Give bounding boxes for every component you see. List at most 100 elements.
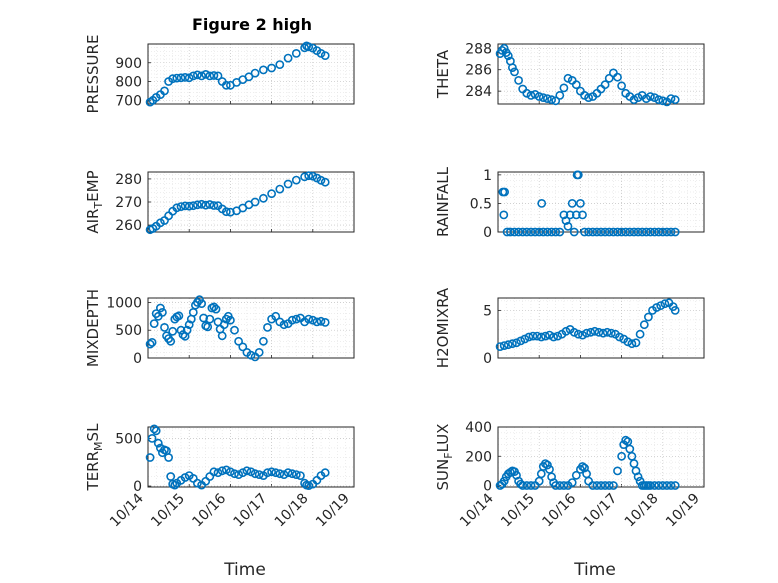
data-point: [151, 426, 161, 436]
data-point: [670, 305, 680, 315]
axes-frame: [147, 426, 355, 488]
data-point: [541, 331, 550, 341]
data-point: [588, 481, 598, 490]
data-point: [258, 193, 268, 203]
data-point: [615, 332, 624, 342]
x-tick-label: 10/16: [189, 490, 229, 530]
data-point: [563, 221, 573, 231]
data-point: [279, 320, 289, 330]
data-point: [604, 73, 614, 83]
data-point: [176, 202, 186, 211]
data-point: [547, 95, 556, 105]
data-point: [646, 227, 655, 237]
data-point: [254, 347, 264, 357]
y-tick-label: 1: [483, 168, 492, 184]
data-point: [505, 227, 515, 237]
y-tick-label: 200: [465, 449, 492, 465]
data-point: [518, 481, 528, 490]
data-point: [287, 315, 297, 325]
data-point: [209, 467, 219, 477]
data-point: [308, 171, 318, 181]
data-point: [197, 71, 206, 81]
data-point: [160, 86, 169, 96]
data-point: [201, 200, 211, 210]
data-point: [534, 227, 544, 237]
data-point: [312, 317, 322, 327]
data-point: [250, 68, 260, 78]
data-point: [308, 315, 318, 325]
data-point: [652, 303, 661, 312]
data-point: [145, 453, 155, 462]
data-point: [304, 171, 314, 181]
y-axis-label-subscript: M: [92, 441, 105, 451]
data-point: [238, 342, 248, 352]
data-point: [633, 227, 643, 237]
data-point: [155, 303, 165, 313]
data-point: [559, 481, 569, 490]
x-tick-label: 10/14: [107, 490, 147, 530]
data-point: [184, 320, 194, 330]
x-tick-label: 10/17: [581, 491, 621, 531]
y-tick-label: 0: [133, 351, 142, 367]
data-point: [192, 70, 202, 80]
data-point: [627, 339, 637, 349]
data-point: [221, 207, 231, 217]
data-point: [246, 350, 256, 360]
data-point: [526, 91, 536, 100]
data-point: [617, 81, 626, 91]
x-tick-label: 10/16: [539, 490, 579, 530]
y-tick-label: 5: [483, 303, 492, 319]
data-point: [569, 327, 579, 337]
data-point: [225, 315, 235, 325]
data-point: [238, 468, 248, 478]
series-theta: [495, 43, 680, 107]
data-point: [499, 210, 509, 220]
data-point: [188, 71, 198, 81]
axes-background: [497, 171, 705, 233]
data-point: [234, 336, 243, 346]
data-point: [157, 307, 167, 317]
data-point: [621, 227, 631, 237]
data-point: [571, 210, 581, 220]
data-point: [553, 331, 563, 341]
data-point: [180, 473, 190, 482]
y-tick-label: 1000: [106, 295, 142, 311]
data-point: [670, 95, 680, 105]
data-point: [600, 80, 610, 90]
data-point: [287, 469, 297, 479]
data-point: [168, 326, 178, 336]
y-axis-label-main: AIR: [84, 209, 102, 234]
axes-background: [497, 426, 705, 488]
data-point: [320, 468, 330, 478]
data-point: [532, 331, 542, 341]
data-point: [660, 299, 670, 309]
x-axis-label: Time: [223, 560, 266, 580]
data-point: [639, 320, 649, 330]
data-point: [209, 71, 219, 80]
data-point: [188, 201, 198, 211]
data-point: [584, 93, 593, 102]
data-point: [578, 330, 587, 340]
data-point: [592, 481, 602, 490]
y-axis-label-main: MIXDEPTH: [84, 289, 102, 367]
data-point: [267, 189, 276, 199]
y-tick-label: 0: [483, 479, 492, 495]
x-tick-label: 10/14: [457, 490, 497, 530]
figure-title: Figure 2 high: [192, 15, 312, 34]
data-point: [586, 327, 596, 337]
y-tick-label: 0: [133, 479, 142, 495]
data-point: [526, 481, 536, 490]
y-tick-label: 270: [115, 195, 142, 211]
data-point: [197, 199, 206, 209]
data-point: [549, 332, 558, 342]
data-point: [275, 184, 285, 194]
data-point: [543, 94, 552, 103]
data-point: [516, 336, 526, 346]
y-axis-label: MIXDEPTH: [84, 289, 102, 367]
y-axis-label: THETA: [434, 49, 452, 99]
data-point: [503, 51, 513, 61]
y-tick-label: 400: [465, 420, 492, 436]
data-point: [600, 481, 610, 490]
data-point: [559, 83, 569, 93]
